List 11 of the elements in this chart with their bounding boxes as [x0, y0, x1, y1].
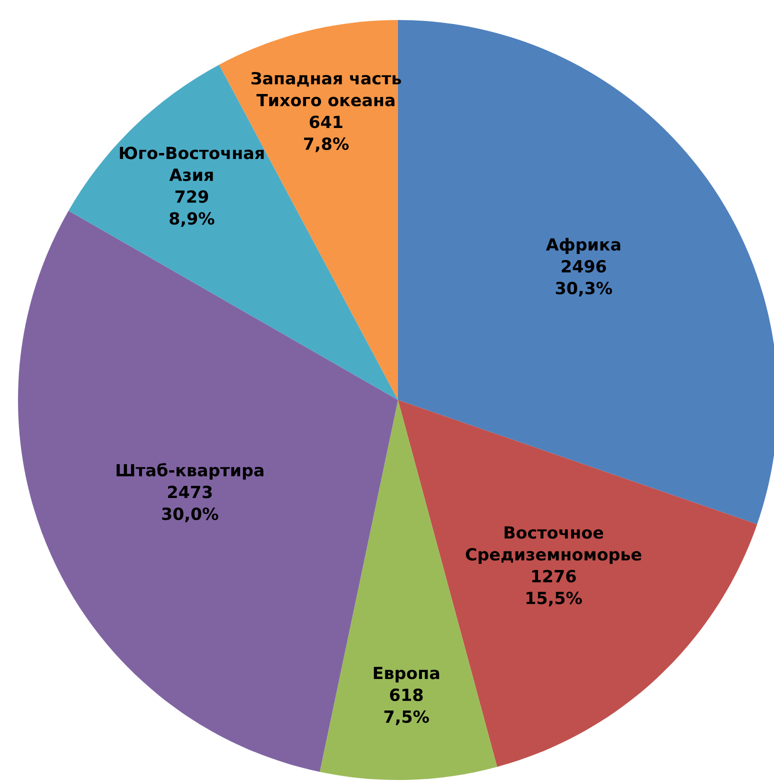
data-label: 1276 15,5% — [526, 570, 582, 606]
data-label: 641 7,8% — [304, 116, 349, 152]
data-label: 2473 30,0% — [162, 486, 218, 522]
data-label: 618 7,5% — [384, 688, 429, 726]
slice-label: Восточное Средиземноморье — [466, 526, 642, 564]
slice-label: Юго-Восточная Азия — [120, 146, 264, 182]
slice-label: Африка — [546, 238, 620, 254]
slice-label: Европа — [374, 666, 440, 683]
data-label: 2496 30,3% — [556, 260, 612, 297]
slice-label: Штаб-квартира — [116, 463, 264, 480]
data-label: 729 8,9% — [170, 190, 214, 227]
